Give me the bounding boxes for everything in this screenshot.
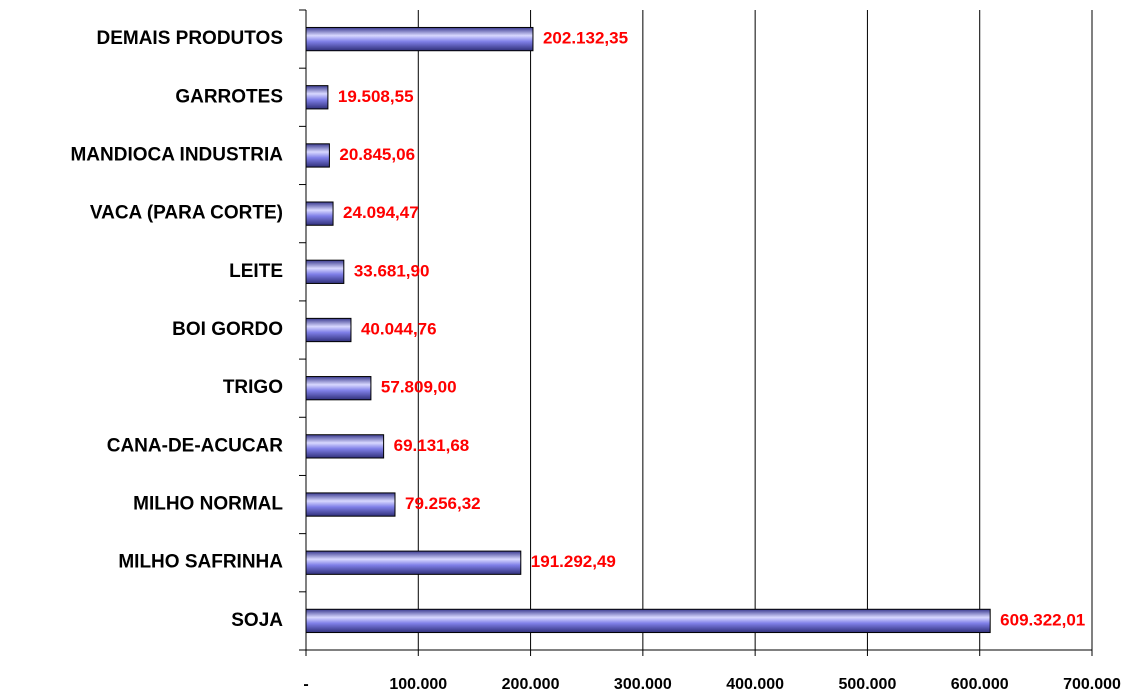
x-tick-label: 300.000 bbox=[614, 676, 672, 693]
bar bbox=[305, 434, 385, 459]
y-tick-label: MILHO SAFRINHA bbox=[118, 552, 283, 573]
value-label: 33.681,90 bbox=[354, 261, 430, 280]
x-tick-label: 400.000 bbox=[726, 676, 784, 693]
y-tick-label: TRIGO bbox=[223, 377, 283, 398]
value-label: 40.044,76 bbox=[361, 319, 437, 338]
bar bbox=[305, 608, 991, 634]
bar bbox=[305, 376, 372, 401]
y-tick-label: LEITE bbox=[229, 261, 283, 282]
x-tick-label: 200.000 bbox=[502, 676, 560, 693]
x-tick-label: 600.000 bbox=[951, 676, 1009, 693]
value-label: 79.256,32 bbox=[405, 494, 481, 513]
bar bbox=[305, 143, 330, 168]
bar bbox=[305, 550, 522, 575]
bar bbox=[305, 201, 334, 226]
y-tick-label: VACA (PARA CORTE) bbox=[90, 203, 283, 224]
bar bbox=[305, 26, 534, 52]
y-tick-label: GARROTES bbox=[175, 86, 283, 107]
y-tick-label: MANDIOCA INDUSTRIA bbox=[70, 144, 283, 165]
y-tick-label: SOJA bbox=[231, 610, 283, 631]
value-label: 69.131,68 bbox=[394, 436, 470, 455]
y-tick-label: DEMAIS PRODUTOS bbox=[96, 28, 283, 49]
value-label: 609.322,01 bbox=[1000, 610, 1085, 629]
bar bbox=[305, 259, 345, 284]
y-tick-label: CANA-DE-ACUCAR bbox=[107, 435, 284, 456]
value-label: 57.809,00 bbox=[381, 378, 457, 397]
value-label: 24.094,47 bbox=[343, 203, 419, 222]
x-tick-label: 500.000 bbox=[839, 676, 897, 693]
value-label: 20.845,06 bbox=[339, 145, 415, 164]
value-label: 191.292,49 bbox=[531, 552, 616, 571]
bar bbox=[305, 85, 329, 110]
value-label: 202.132,35 bbox=[543, 29, 628, 48]
bar bbox=[305, 317, 352, 343]
x-tick-label: 700.000 bbox=[1063, 676, 1121, 693]
value-label: 19.508,55 bbox=[338, 87, 414, 106]
y-tick-label: MILHO NORMAL bbox=[133, 494, 283, 515]
x-tick-label: - bbox=[303, 676, 308, 693]
y-tick-label: BOI GORDO bbox=[172, 319, 283, 340]
bar bbox=[305, 492, 396, 517]
x-tick-label: 100.000 bbox=[389, 676, 447, 693]
